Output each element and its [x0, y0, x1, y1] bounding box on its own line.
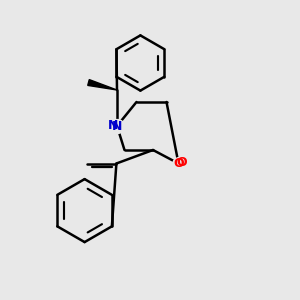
- Polygon shape: [88, 80, 117, 90]
- Text: O: O: [173, 157, 184, 170]
- Text: O: O: [177, 155, 188, 169]
- Text: N: N: [108, 118, 118, 132]
- Text: N: N: [112, 119, 122, 133]
